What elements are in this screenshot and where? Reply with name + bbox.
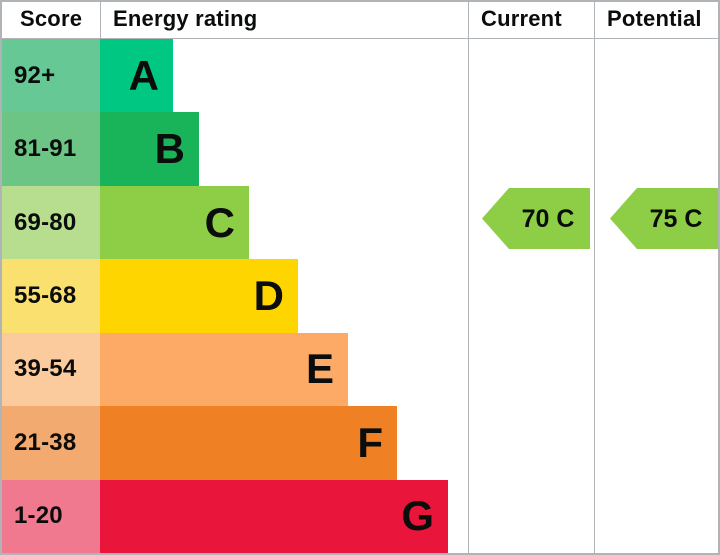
band-score-a: 92+ [0,39,100,113]
current-rating-value: 70 C [522,205,575,233]
band-row-g: 1-20 G [0,479,468,553]
current-rating-arrow: 70 C [482,188,590,249]
band-bar-e: E [100,332,348,407]
band-row-e: 39-54 E [0,332,468,407]
band-row-d: 55-68 D [0,259,468,333]
left-arrow-shape [482,188,590,249]
band-score-b: 81-91 [0,112,100,186]
band-score-e: 39-54 [0,332,100,407]
header-score-label: Score [20,6,83,31]
left-arrow-shape [610,188,718,249]
band-bar-a: A [100,39,173,113]
left-arrow-icon: 70 C [482,188,590,249]
band-row-f: 21-38 F [0,406,468,480]
band-score-c: 69-80 [0,185,100,260]
divider-current-potential [594,0,595,555]
band-row-b: 81-91 B [0,112,468,186]
band-row-c: 69-80 C [0,185,468,260]
band-score-g: 1-20 [0,479,100,553]
divider-energy-current [468,0,469,555]
band-score-f: 21-38 [0,406,100,480]
band-row-a: 92+ A [0,39,468,113]
divider-score-energy [100,0,101,39]
potential-rating-arrow: 75 C [610,188,718,249]
potential-rating-value: 75 C [650,205,703,233]
chart-header-row: Score Energy rating Current Potential [0,0,720,38]
energy-band-rows: 92+ A 81-91 B 69-80 C 55-68 D 39-54 E 21… [0,39,468,553]
header-energy-rating-label: Energy rating [113,6,258,31]
band-bar-b: B [100,112,199,186]
header-current-label: Current [481,6,562,31]
band-bar-d: D [100,259,298,333]
header-potential-label: Potential [607,6,702,31]
band-bar-c: C [100,185,249,260]
band-bar-f: F [100,406,397,480]
left-arrow-icon: 75 C [610,188,718,249]
band-bar-g: G [100,479,448,553]
divider-header-bottom [0,38,720,39]
band-score-d: 55-68 [0,259,100,333]
